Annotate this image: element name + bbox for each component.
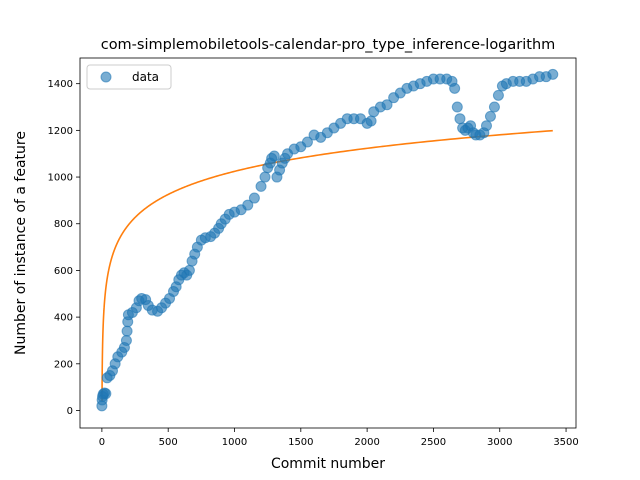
data-point xyxy=(248,192,260,204)
y-tick-label: 800 xyxy=(54,219,73,230)
y-axis-label: Number of instance of a feature xyxy=(13,131,29,355)
x-tick-label: 3000 xyxy=(487,437,512,448)
data-point xyxy=(454,113,466,125)
data-points-layer xyxy=(96,68,559,412)
x-tick-label: 2500 xyxy=(421,437,446,448)
data-point xyxy=(268,150,280,162)
data-point xyxy=(492,89,504,101)
y-tick-label: 1200 xyxy=(48,126,73,137)
x-tick-label: 0 xyxy=(99,437,105,448)
x-tick-label: 3500 xyxy=(553,437,578,448)
data-point xyxy=(100,388,112,400)
x-axis-ticks: 0 500 1000 1500 2000 2500 3000 3500 xyxy=(99,428,579,448)
data-point xyxy=(451,101,463,113)
x-tick-label: 500 xyxy=(159,437,178,448)
data-point xyxy=(381,99,393,111)
data-point xyxy=(484,110,496,122)
x-tick-label: 1000 xyxy=(222,437,247,448)
data-point xyxy=(255,180,267,192)
data-point xyxy=(488,101,500,113)
data-point xyxy=(120,334,132,346)
y-tick-label: 200 xyxy=(54,359,73,370)
data-point xyxy=(365,115,377,127)
y-tick-label: 1400 xyxy=(48,79,73,90)
fit-line xyxy=(101,129,553,402)
data-point xyxy=(121,325,133,337)
fit-line-layer xyxy=(101,129,553,402)
x-tick-label: 1500 xyxy=(288,437,313,448)
legend-label-data: data xyxy=(132,70,159,84)
data-point xyxy=(301,136,313,148)
data-point xyxy=(449,82,461,94)
y-tick-label: 0 xyxy=(67,406,73,417)
y-tick-label: 1000 xyxy=(48,173,73,184)
plot-area xyxy=(96,68,559,412)
chart-title: com-simplemobiletools-calendar-pro_type_… xyxy=(101,37,556,53)
data-point xyxy=(480,120,492,132)
legend: data xyxy=(86,64,172,90)
axes-frame xyxy=(79,57,577,429)
data-point xyxy=(242,199,254,211)
y-axis-ticks: 0 200 400 600 800 1000 1200 1400 xyxy=(48,79,80,417)
data-point xyxy=(183,264,195,276)
y-tick-label: 400 xyxy=(54,313,73,324)
x-axis-label: Commit number xyxy=(271,456,385,472)
legend-marker-data xyxy=(100,71,112,83)
x-tick-label: 2000 xyxy=(354,437,379,448)
data-point xyxy=(547,68,559,80)
legend-box xyxy=(86,64,172,90)
data-point xyxy=(259,171,271,183)
y-tick-label: 600 xyxy=(54,266,73,277)
